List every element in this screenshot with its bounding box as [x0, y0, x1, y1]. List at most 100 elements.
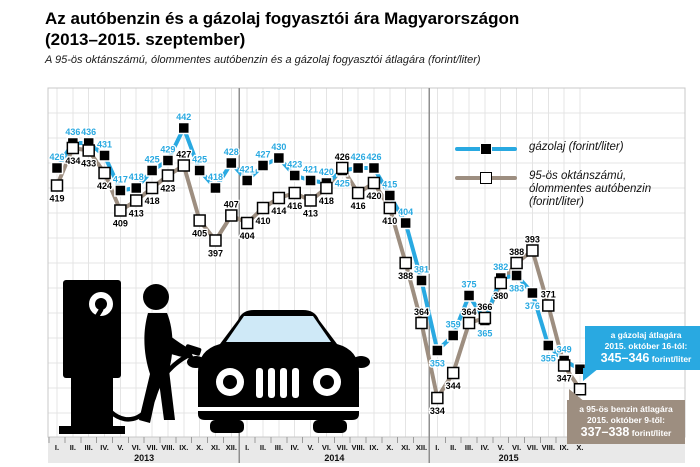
gazolaj-value-label: 430 — [271, 142, 286, 152]
gazolaj-value-label: 383 — [509, 284, 524, 294]
benzin-marker — [494, 276, 507, 290]
gazolaj-value-label: 382 — [493, 262, 508, 272]
gazolaj-value-label: 425 — [335, 179, 350, 189]
benzin-value-label: 414 — [271, 206, 286, 216]
benzin-value-label: 423 — [160, 184, 175, 194]
gazolaj-marker — [415, 274, 428, 287]
benzin-marker — [129, 194, 143, 207]
month-tick-label: X. — [576, 443, 583, 452]
benzin-value-label: 419 — [49, 194, 64, 204]
benzin-marker — [256, 201, 270, 215]
benzin-value-label: 424 — [97, 181, 112, 191]
month-tick-label: IX. — [369, 443, 378, 452]
callout-benzin-october: a 95-ös benzin átlagára 2015. október 9-… — [567, 389, 685, 444]
data-point-markers — [50, 121, 587, 405]
gazolaj-value-label: 436 — [65, 127, 80, 137]
benzin-value-label: 366 — [477, 302, 492, 312]
benzin-marker — [82, 144, 95, 157]
gazolaj-value-label: 418 — [208, 172, 223, 182]
month-tick-label: VI. — [512, 443, 521, 452]
benzin-marker — [526, 244, 539, 257]
benzin-marker — [320, 181, 333, 195]
benzin-marker — [98, 166, 111, 180]
benzin-value-label: 409 — [113, 219, 128, 229]
benzin-value-label: 413 — [129, 209, 144, 219]
year-label: 2015 — [499, 453, 519, 463]
gazolaj-marker — [145, 164, 159, 177]
gazolaj-marker — [209, 181, 222, 195]
benzin-value-label: 434 — [65, 156, 80, 166]
gazolaj-marker — [114, 184, 127, 197]
benzin-value-label: 347 — [557, 374, 572, 384]
gazolaj-marker — [462, 289, 476, 302]
gazolaj-value-label: 353 — [430, 359, 445, 369]
month-tick-label: II. — [450, 443, 456, 452]
gazolaj-marker — [431, 344, 444, 357]
benzin-marker — [304, 194, 317, 207]
benzin-value-label: 393 — [525, 235, 540, 245]
fuel-pump-and-car-illustration — [59, 280, 370, 434]
month-tick-label: VII. — [527, 443, 538, 452]
benzin-value-label: 410 — [256, 216, 271, 226]
gazolaj-marker — [129, 181, 143, 195]
gazolaj-marker — [542, 339, 555, 352]
gazolaj-marker — [351, 161, 365, 175]
benzin-marker — [510, 256, 523, 270]
month-tick-label: XI. — [401, 443, 410, 452]
month-tick-label: XI. — [211, 443, 220, 452]
benzin-value-label: 364 — [414, 307, 429, 317]
gazolaj-value-label: 431 — [97, 140, 112, 150]
page-title: Az autóbenzin és a gázolaj fogyasztói ár… — [45, 8, 665, 50]
legend-item-gazolaj: gázolaj (forint/liter) — [455, 141, 651, 156]
gazolaj-value-label: 421 — [303, 165, 318, 175]
gazolaj-marker — [526, 286, 539, 300]
page-subtitle: A 95-ös oktánszámú, ólommentes autóbenzi… — [45, 54, 481, 66]
benzin-value-label: 344 — [446, 381, 461, 391]
benzin-value-label: 418 — [319, 196, 334, 206]
gazolaj-value-label: 428 — [224, 147, 239, 157]
benzin-value-label: 364 — [462, 307, 477, 317]
gazolaj-marker — [510, 269, 523, 282]
month-tick-label: VII. — [337, 443, 348, 452]
month-tick-label: III. — [85, 443, 93, 452]
gazolaj-marker — [367, 161, 381, 175]
benzin-value-label: 433 — [81, 159, 96, 169]
benzin-marker — [114, 204, 127, 217]
gazolaj-value-label: 427 — [256, 150, 271, 160]
benzin-value-label: 371 — [541, 290, 556, 300]
gazolaj-value-label: 415 — [382, 180, 397, 190]
benzin-marker — [351, 186, 365, 200]
benzin-marker — [177, 159, 191, 172]
gazolaj-value-label: 418 — [129, 172, 144, 182]
callout-gazolaj-october: a gázolaj átlagára 2015. október 16-tól:… — [583, 326, 700, 381]
gazolaj-marker — [193, 164, 206, 177]
gazolaj-value-label: 417 — [113, 175, 128, 185]
month-tick-label: III. — [275, 443, 283, 452]
gazolaj-marker — [50, 161, 64, 175]
benzin-marker — [557, 359, 571, 372]
car-windshield — [226, 316, 331, 342]
legend-gazolaj-label: gázolaj (forint/liter) — [529, 141, 624, 153]
month-tick-label: X. — [196, 443, 203, 452]
month-tick-label: IX. — [179, 443, 188, 452]
gazolaj-value-label: 355 — [541, 354, 556, 364]
callout-benzin-pointer — [569, 389, 585, 402]
month-tick-label: IV. — [100, 443, 108, 452]
title-line-1: Az autóbenzin és a gázolaj fogyasztói ár… — [45, 9, 520, 28]
gazolaj-value-label: 365 — [477, 329, 492, 339]
gazolaj-value-label: 359 — [446, 320, 461, 330]
month-tick-label: I. — [435, 443, 439, 452]
header: Az autóbenzin és a gázolaj fogyasztói ár… — [45, 8, 665, 66]
gazolaj-marker — [225, 156, 238, 170]
benzin-marker — [288, 186, 301, 200]
month-tick-label: X. — [386, 443, 393, 452]
month-tick-label: V. — [498, 443, 504, 452]
month-tick-label: VIII. — [161, 443, 174, 452]
gazolaj-value-label: 381 — [414, 265, 429, 275]
gazolaj-marker — [98, 149, 111, 162]
gazolaj-value-label: 425 — [145, 155, 160, 165]
benzin-value-label: 413 — [303, 209, 318, 219]
benzin-marker — [542, 299, 555, 312]
person-refueling-icon — [139, 284, 202, 423]
benzin-marker — [462, 316, 476, 330]
